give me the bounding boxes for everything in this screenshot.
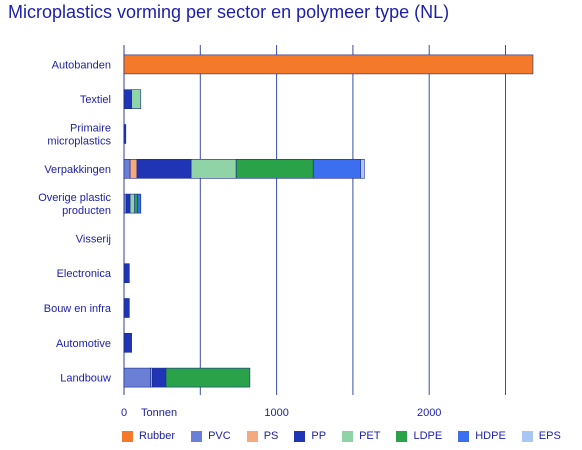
bar-segment bbox=[129, 193, 135, 214]
legend-swatch bbox=[342, 430, 354, 442]
bar-segment bbox=[123, 89, 132, 109]
x-tick-label: 2000 bbox=[417, 407, 441, 419]
bar-segment bbox=[360, 159, 365, 179]
category-label: Bouw en infra bbox=[44, 303, 112, 315]
legend-label: HDPE bbox=[475, 430, 506, 442]
chart-title: Microplastics vorming per sector en poly… bbox=[8, 2, 450, 22]
legend-item: PET bbox=[342, 430, 380, 442]
x-tick-label: 1000 bbox=[264, 407, 288, 419]
bar-group bbox=[123, 54, 534, 388]
tick-labels: 0 1000 2000 bbox=[121, 407, 442, 419]
category-label: Autobanden bbox=[52, 59, 111, 71]
bar-segment bbox=[131, 89, 142, 109]
legend-swatch bbox=[246, 430, 258, 442]
category-label: Electronica bbox=[57, 268, 112, 280]
legend: Rubber PVC PS PP PET LDPE HDPE EPS bbox=[122, 430, 577, 442]
legend-swatch bbox=[521, 430, 533, 442]
legend-item: EPS bbox=[521, 430, 561, 442]
legend-item: PP bbox=[294, 430, 326, 442]
bar-segment bbox=[151, 367, 167, 388]
legend-swatch bbox=[294, 430, 306, 442]
legend-item: Rubber bbox=[122, 430, 175, 442]
bar-segment bbox=[312, 159, 361, 179]
legend-label: EPS bbox=[538, 430, 561, 442]
legend-label: PS bbox=[263, 430, 279, 442]
bar-segment bbox=[136, 159, 192, 179]
category-label: Landbouw bbox=[60, 373, 111, 385]
x-tick-label: 0 bbox=[121, 407, 127, 419]
legend-swatch bbox=[122, 430, 133, 442]
bar-segment bbox=[190, 159, 237, 179]
bar-segment bbox=[123, 367, 152, 388]
bar-segment bbox=[134, 193, 139, 214]
bar-segment bbox=[123, 263, 130, 284]
legend-label: PVC bbox=[208, 430, 231, 442]
category-label: Primaire microplastics bbox=[47, 123, 111, 148]
grid-lines bbox=[123, 45, 506, 395]
legend-item: PVC bbox=[191, 430, 231, 442]
category-label: Textiel bbox=[80, 94, 111, 106]
legend-item: HDPE bbox=[458, 430, 506, 442]
bar-segment bbox=[123, 124, 127, 144]
legend-label: LDPE bbox=[413, 430, 443, 442]
legend-item: LDPE bbox=[396, 430, 442, 442]
legend-label: PP bbox=[311, 430, 327, 442]
legend-item: PS bbox=[246, 430, 279, 442]
bar-segment bbox=[123, 298, 130, 318]
bar-segment bbox=[125, 193, 131, 214]
bar-segment bbox=[123, 159, 131, 179]
category-label: Visserij bbox=[76, 233, 111, 245]
legend-swatch bbox=[458, 430, 470, 442]
bar-segment bbox=[165, 367, 251, 388]
category-label: Verpakkingen bbox=[44, 164, 111, 176]
legend-swatch bbox=[396, 430, 408, 442]
bar-segment bbox=[235, 159, 314, 179]
bar-segment bbox=[123, 332, 132, 353]
legend-label: Rubber bbox=[139, 430, 176, 442]
bar-segment bbox=[123, 193, 127, 214]
legend-label: PET bbox=[359, 430, 381, 442]
legend-swatch bbox=[191, 430, 203, 442]
category-label: Automotive bbox=[56, 338, 111, 350]
category-label: Overige plastic producten bbox=[38, 192, 111, 217]
x-axis-label: Tonnen bbox=[141, 407, 177, 419]
bar-segment bbox=[137, 193, 142, 214]
category-labels: Autobanden Textiel Primaire microplastics Ve… bbox=[38, 59, 112, 384]
bar-segment bbox=[123, 54, 534, 75]
bar-segment bbox=[129, 159, 138, 179]
